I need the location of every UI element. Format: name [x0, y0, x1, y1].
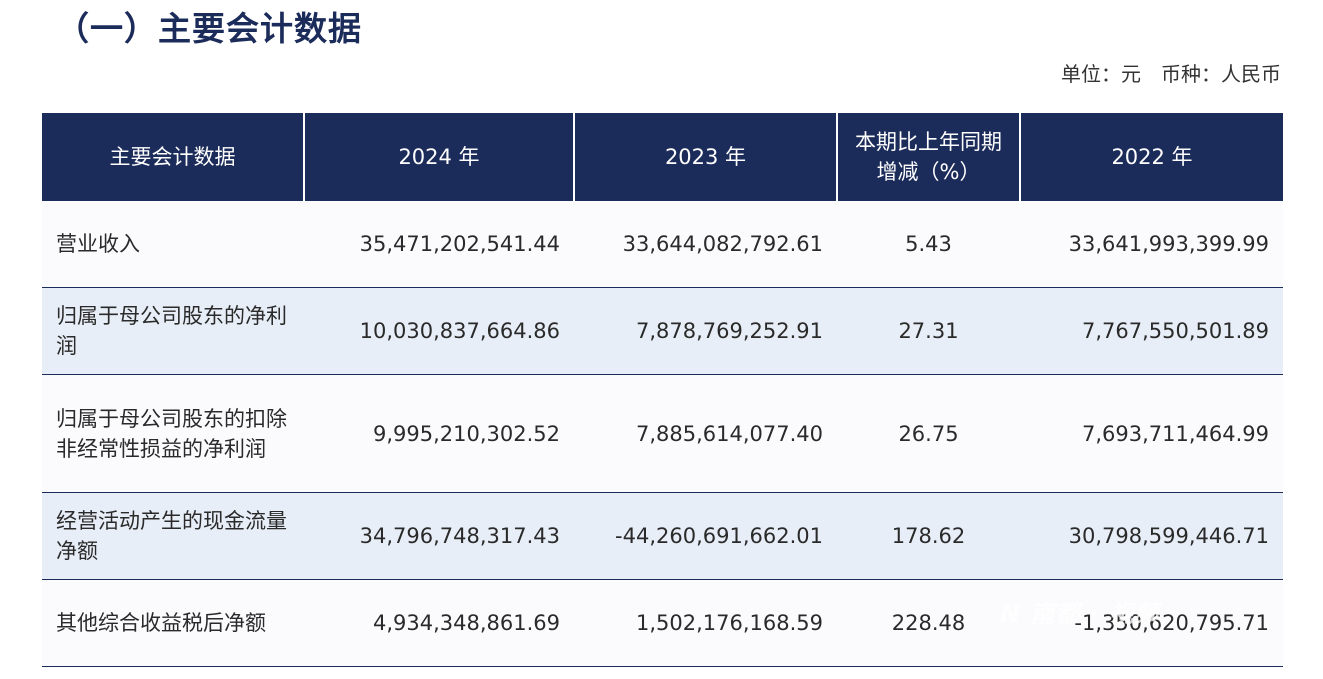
cell-2024: 4,934,348,861.69 — [304, 579, 574, 667]
cell-2022: 30,798,599,446.71 — [1020, 492, 1283, 580]
header-2024: 2024 年 — [304, 113, 575, 201]
cell-2024: 35,471,202,541.44 — [304, 201, 574, 288]
cell-2024: 34,796,748,317.43 — [304, 492, 574, 580]
row-label: 经营活动产生的现金流量净额 — [42, 492, 304, 580]
cell-change: 27.31 — [837, 287, 1020, 375]
header-change: 本期比上年同期增减（%） — [837, 113, 1021, 201]
cell-2022: 7,693,711,464.99 — [1020, 374, 1283, 493]
table-row: 归属于母公司股东的扣除非经常性损益的净利润 9,995,210,302.52 7… — [42, 374, 1283, 493]
header-2022: 2022 年 — [1020, 113, 1283, 201]
row-label: 其他综合收益税后净额 — [42, 579, 304, 667]
table-header-row: 主要会计数据 2024 年 2023 年 本期比上年同期增减（%） 2022 年 — [42, 113, 1283, 201]
table-row: 营业收入 35,471,202,541.44 33,644,082,792.61… — [42, 201, 1283, 288]
header-2023: 2023 年 — [574, 113, 838, 201]
cell-2022: -1,350,620,795.71 — [1020, 579, 1283, 667]
header-item: 主要会计数据 — [42, 113, 305, 201]
table-row: 经营活动产生的现金流量净额 34,796,748,317.43 -44,260,… — [42, 492, 1283, 580]
cell-change: 26.75 — [837, 374, 1020, 493]
accounting-data-table: 主要会计数据 2024 年 2023 年 本期比上年同期增减（%） 2022 年… — [42, 113, 1283, 667]
watermark-logo: N 南都 · 视频 — [1000, 600, 1160, 628]
table-row: 其他综合收益税后净额 4,934,348,861.69 1,502,176,16… — [42, 579, 1283, 667]
cell-2024: 9,995,210,302.52 — [304, 374, 574, 493]
cell-2023: -44,260,691,662.01 — [574, 492, 837, 580]
cell-change: 5.43 — [837, 201, 1020, 288]
cell-2023: 7,885,614,077.40 — [574, 374, 837, 493]
cell-2024: 10,030,837,664.86 — [304, 287, 574, 375]
cell-change: 228.48 — [837, 579, 1020, 667]
cell-2022: 33,641,993,399.99 — [1020, 201, 1283, 288]
section-title: （一）主要会计数据 — [56, 9, 362, 48]
row-label: 归属于母公司股东的净利润 — [42, 287, 304, 375]
cell-2023: 7,878,769,252.91 — [574, 287, 837, 375]
cell-2023: 33,644,082,792.61 — [574, 201, 837, 288]
unit-line: 单位：元 币种：人民币 — [1061, 58, 1281, 87]
row-label: 归属于母公司股东的扣除非经常性损益的净利润 — [42, 374, 304, 493]
unit-label: 单位：元 — [1061, 62, 1141, 86]
row-label: 营业收入 — [42, 201, 304, 288]
cell-change: 178.62 — [837, 492, 1020, 580]
cell-2022: 7,767,550,501.89 — [1020, 287, 1283, 375]
cell-2023: 1,502,176,168.59 — [574, 579, 837, 667]
table-row: 归属于母公司股东的净利润 10,030,837,664.86 7,878,769… — [42, 287, 1283, 375]
currency-label: 币种：人民币 — [1161, 62, 1281, 86]
